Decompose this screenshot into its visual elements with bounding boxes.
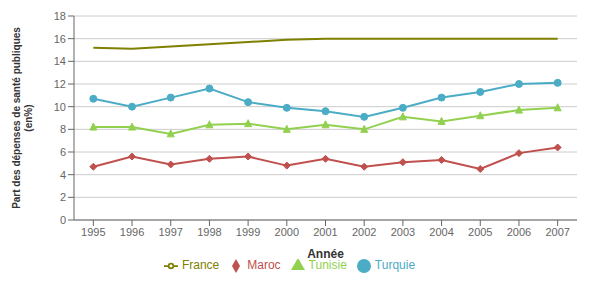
- svg-text:2004: 2004: [429, 226, 453, 238]
- svg-text:Année: Année: [307, 247, 344, 261]
- html-text:Tunisie: Tunisie: [308, 258, 347, 272]
- svg-text:16: 16: [54, 33, 66, 45]
- html-text:Maroc: Maroc: [247, 258, 281, 272]
- html-text:France: France: [181, 258, 220, 272]
- svg-text:2003: 2003: [391, 226, 415, 238]
- svg-text:4: 4: [60, 169, 66, 181]
- svg-text:2: 2: [60, 191, 66, 203]
- svg-text:2001: 2001: [313, 226, 337, 238]
- svg-text:6: 6: [60, 146, 66, 158]
- svg-text:0: 0: [60, 214, 66, 226]
- svg-text:2007: 2007: [545, 226, 569, 238]
- svg-text:2005: 2005: [468, 226, 492, 238]
- svg-text:1995: 1995: [81, 226, 105, 238]
- svg-text:1999: 1999: [236, 226, 260, 238]
- svg-text:14: 14: [54, 55, 66, 67]
- svg-text:10: 10: [54, 101, 66, 113]
- svg-text:1997: 1997: [158, 226, 182, 238]
- svg-text:12: 12: [54, 78, 66, 90]
- svg-text:1998: 1998: [197, 226, 221, 238]
- svg-text:8: 8: [60, 123, 66, 135]
- svg-text:1996: 1996: [120, 226, 144, 238]
- svg-text:18: 18: [54, 10, 66, 22]
- svg-text:2000: 2000: [275, 226, 299, 238]
- svg-text:2002: 2002: [352, 226, 376, 238]
- svg-text:2006: 2006: [507, 226, 531, 238]
- html-text:Turquie: Turquie: [374, 258, 416, 272]
- svg-text:Part des dépenses de santé pub: Part des dépenses de santé publiques(en%…: [11, 27, 34, 209]
